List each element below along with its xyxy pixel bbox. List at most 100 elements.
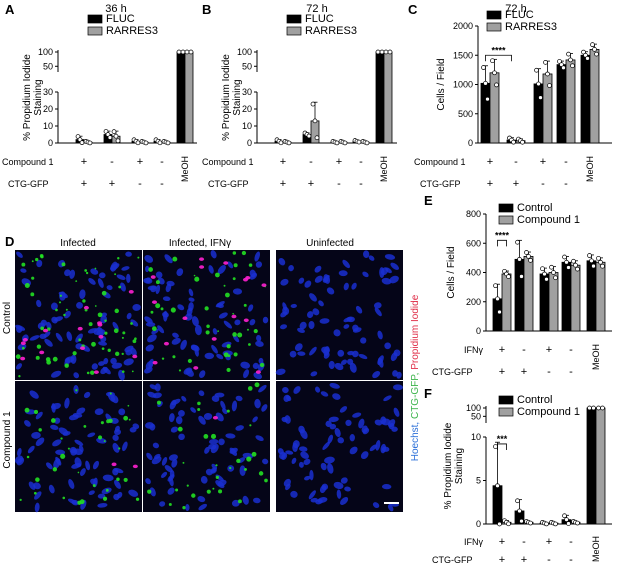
chart-a: 50 100 0 10 20 30 % Propidium Iodide Staining FL…: [22, 13, 197, 148]
row-label-compound1: Compound 1: [414, 157, 466, 167]
nucleus: [199, 370, 206, 379]
nucleus: [36, 259, 43, 268]
ctg-gfp-signal: [94, 305, 97, 307]
data-point: [494, 82, 499, 88]
nucleus: [253, 372, 262, 380]
nucleus: [342, 259, 351, 269]
nucleus: [309, 346, 317, 356]
propidium-iodide-signal: [199, 265, 205, 269]
nucleus: [308, 490, 316, 500]
nucleus: [390, 352, 398, 362]
legend-label: FLUC: [505, 9, 534, 21]
ctg-gfp-signal: [30, 292, 35, 297]
meoh-label: MeOH: [591, 536, 601, 562]
panel-letter-e: E: [424, 193, 433, 208]
nucleus: [31, 431, 41, 439]
nucleus: [235, 395, 243, 402]
nucleus: [306, 311, 314, 319]
nucleus: [343, 282, 349, 291]
nucleus: [327, 463, 334, 474]
ctg-gfp-signal: [197, 408, 201, 412]
ctg-gfp-signal: [186, 484, 189, 487]
nucleus: [381, 277, 392, 285]
data-point: [495, 483, 500, 489]
data-point: [528, 258, 533, 263]
nucleus: [74, 439, 84, 446]
nucleus: [164, 465, 173, 473]
nucleus: [107, 392, 116, 402]
nucleus: [155, 271, 163, 279]
nucleus: [300, 451, 309, 459]
nucleus: [154, 453, 161, 460]
ctg-gfp-signal: [62, 496, 66, 500]
ctg-gfp-signal: [215, 475, 219, 479]
ctg-gfp-signal: [127, 404, 130, 407]
data-point: [551, 270, 556, 275]
legend-swatch: [498, 395, 514, 405]
ctg-gfp-signal: [206, 324, 210, 329]
nucleus: [388, 422, 395, 430]
bar: [492, 298, 503, 332]
condition-sign: +: [109, 178, 115, 190]
nucleus: [148, 358, 154, 368]
propidium-iodide-signal: [77, 326, 83, 331]
nucleus: [112, 321, 119, 331]
bar: [565, 59, 576, 144]
nucleus: [319, 318, 330, 324]
condition-sign: -: [138, 178, 142, 190]
ctg-gfp-signal: [249, 424, 252, 427]
nucleus: [309, 469, 314, 481]
ctg-gfp-signal: [243, 303, 247, 307]
condition-sign: +: [487, 156, 493, 168]
legend-swatch: [486, 10, 502, 20]
ctg-gfp-signal: [101, 290, 107, 296]
nucleus: [347, 350, 355, 356]
nucleus: [130, 319, 139, 327]
nucleus: [68, 479, 75, 489]
data-point: [375, 49, 381, 55]
nucleus: [231, 499, 240, 507]
meoh-label: MeOH: [180, 156, 190, 182]
nucleus: [240, 361, 251, 369]
ctg-gfp-signal: [210, 433, 217, 439]
data-point: [561, 65, 566, 71]
nucleus: [293, 386, 301, 394]
significance-label: ***: [497, 434, 508, 444]
nucleus: [132, 304, 141, 311]
nucleus: [69, 446, 77, 454]
nucleus: [205, 468, 213, 476]
nucleus: [249, 272, 258, 280]
nucleus: [223, 320, 233, 329]
nucleus: [289, 350, 297, 358]
legend-swatch: [498, 215, 514, 225]
legend-label: FLUC: [106, 13, 135, 25]
nucleus: [284, 415, 291, 424]
ctg-gfp-signal: [92, 484, 96, 488]
nucleus: [222, 408, 228, 415]
nucleus: [90, 268, 99, 275]
propidium-iodide-signal: [245, 275, 251, 280]
nucleus: [106, 285, 113, 291]
bar: [383, 51, 393, 144]
nucleus: [247, 304, 254, 312]
micrograph-background: [143, 381, 270, 512]
data-point: [538, 95, 543, 100]
nucleus: [100, 366, 108, 375]
legend-swatch: [498, 407, 514, 417]
bar: [523, 256, 534, 332]
nucleus: [46, 321, 52, 330]
nucleus: [97, 493, 106, 499]
ctg-gfp-signal: [19, 498, 22, 502]
nucleus: [322, 441, 331, 450]
nucleus: [80, 468, 86, 477]
nucleus: [255, 435, 264, 442]
nucleus: [149, 423, 156, 431]
data-point: [570, 63, 575, 69]
condition-sign: -: [547, 366, 551, 378]
data-point: [519, 274, 524, 279]
ctg-gfp-signal: [26, 455, 30, 459]
data-point: [493, 283, 498, 289]
ctg-gfp-signal: [63, 313, 66, 317]
nucleus: [216, 353, 224, 360]
data-point: [547, 83, 552, 88]
